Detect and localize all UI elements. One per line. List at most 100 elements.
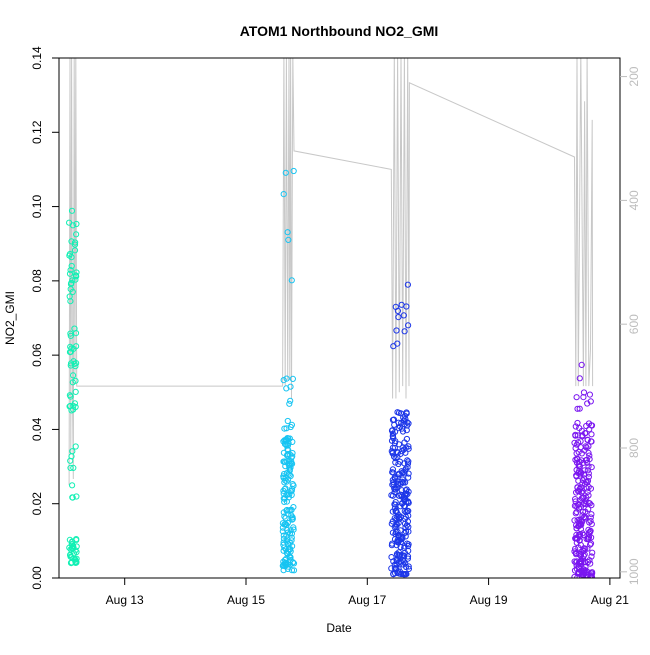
data-point [71, 241, 79, 248]
data-point [290, 524, 297, 531]
data-point [588, 431, 595, 438]
data-point [580, 531, 587, 539]
secondary-series-line [68, 58, 594, 486]
y-tick-label: 0.04 [30, 417, 44, 441]
data-point [70, 464, 77, 471]
y-tick-label: 0.14 [30, 46, 44, 70]
data-point [280, 487, 287, 494]
data-point [405, 528, 412, 535]
data-point [405, 420, 412, 427]
data-point [587, 528, 594, 536]
data-point [403, 563, 410, 571]
data-point [403, 522, 410, 529]
data-point [404, 460, 412, 467]
data-point [588, 422, 596, 429]
data-point [73, 231, 80, 238]
data-point [575, 544, 582, 551]
data-point [584, 437, 591, 444]
data-point [403, 435, 410, 443]
data-point [393, 327, 400, 334]
data-point [582, 500, 589, 507]
data-point [67, 551, 74, 558]
data-point [573, 531, 580, 539]
data-point [289, 515, 296, 523]
data-point [283, 549, 290, 556]
data-point [283, 375, 290, 382]
data-point [405, 523, 412, 531]
data-point [281, 486, 288, 493]
data-point [289, 481, 296, 488]
data-point [572, 535, 579, 542]
data-point [399, 476, 406, 483]
data-point [394, 409, 401, 416]
data-point [72, 388, 79, 395]
y2-tick-label: 600 [627, 314, 641, 334]
data-point [72, 276, 79, 283]
data-point [68, 262, 75, 270]
data-point [395, 565, 402, 572]
data-point [288, 530, 295, 537]
data-point [585, 463, 592, 470]
x-tick-label: Aug 17 [348, 593, 386, 607]
data-point [585, 506, 592, 513]
data-point [401, 417, 408, 424]
data-point [279, 524, 286, 531]
data-point [402, 487, 409, 494]
data-point [582, 443, 589, 450]
data-point [73, 343, 80, 350]
data-point [401, 549, 408, 557]
data-point [400, 479, 407, 486]
data-point [400, 558, 407, 565]
data-point [581, 430, 589, 437]
data-point [584, 400, 591, 407]
data-point [393, 516, 400, 523]
data-point [401, 328, 408, 335]
data-point [287, 423, 294, 431]
data-point [68, 207, 76, 214]
data-point [572, 423, 579, 430]
data-point [389, 444, 396, 451]
x-tick-label: Aug 15 [227, 593, 265, 607]
data-point [405, 498, 412, 505]
data-point [587, 540, 595, 547]
data-point [285, 447, 292, 454]
data-point [576, 405, 583, 412]
data-point [392, 303, 399, 310]
data-point [280, 547, 287, 554]
data-point [288, 534, 295, 541]
data-point [286, 457, 293, 464]
data-point [280, 495, 287, 502]
data-point [577, 438, 584, 445]
data-point [389, 469, 396, 476]
data-point [68, 360, 75, 367]
data-point [584, 467, 591, 474]
data-point [389, 529, 396, 536]
data-point [391, 501, 398, 508]
data-point [396, 552, 404, 559]
data-point [398, 570, 405, 578]
data-point [389, 508, 396, 515]
data-point [574, 405, 581, 412]
data-point [577, 471, 584, 478]
y-tick-label: 0.10 [30, 195, 44, 219]
data-point [282, 515, 289, 522]
data-point [586, 452, 593, 459]
data-point [282, 474, 289, 482]
data-point [580, 547, 587, 555]
data-point [393, 558, 400, 565]
data-point [280, 377, 287, 384]
data-point [583, 444, 590, 451]
data-point [575, 531, 583, 539]
data-point [575, 448, 582, 456]
data-point [579, 488, 586, 495]
y2-tick-label: 200 [627, 66, 641, 86]
data-point [573, 551, 580, 558]
data-point [582, 515, 589, 522]
data-point [290, 567, 298, 574]
data-point [573, 522, 580, 529]
y-tick-label: 0.00 [30, 566, 44, 590]
data-point [405, 474, 412, 481]
data-point [67, 464, 74, 471]
data-point [392, 529, 400, 536]
data-point [284, 417, 291, 425]
